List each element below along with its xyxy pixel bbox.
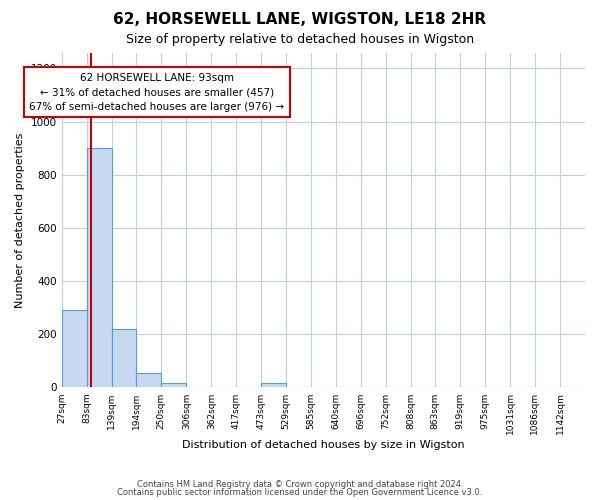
Bar — [62, 310, 86, 388]
Text: 62 HORSEWELL LANE: 93sqm
← 31% of detached houses are smaller (457)
67% of semi-: 62 HORSEWELL LANE: 93sqm ← 31% of detach… — [29, 72, 284, 112]
Bar — [136, 373, 161, 388]
Y-axis label: Number of detached properties: Number of detached properties — [15, 132, 25, 308]
Text: Contains public sector information licensed under the Open Government Licence v3: Contains public sector information licen… — [118, 488, 482, 497]
Text: Contains HM Land Registry data © Crown copyright and database right 2024.: Contains HM Land Registry data © Crown c… — [137, 480, 463, 489]
X-axis label: Distribution of detached houses by size in Wigston: Distribution of detached houses by size … — [182, 440, 464, 450]
Bar — [261, 384, 286, 388]
Bar — [161, 384, 187, 388]
Bar — [86, 148, 112, 388]
Text: 62, HORSEWELL LANE, WIGSTON, LE18 2HR: 62, HORSEWELL LANE, WIGSTON, LE18 2HR — [113, 12, 487, 28]
Text: Size of property relative to detached houses in Wigston: Size of property relative to detached ho… — [126, 32, 474, 46]
Bar — [112, 329, 136, 388]
